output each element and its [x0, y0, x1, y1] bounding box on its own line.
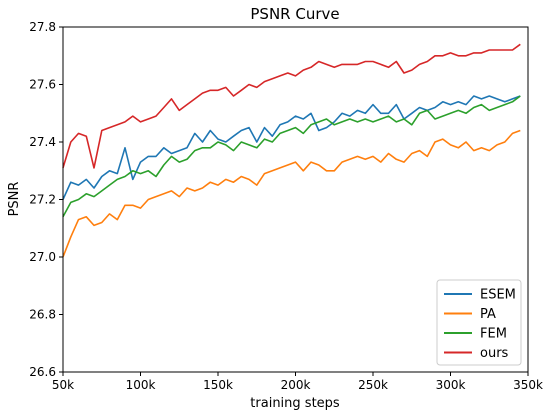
y-axis: 26.6 26.8 27.0 27.2 27.4 27.6 27.8	[29, 20, 63, 379]
legend-box	[436, 279, 522, 366]
legend-label-fem: FEM	[480, 327, 507, 342]
x-tick-label: 100k	[126, 378, 156, 392]
y-tick-label: 27.8	[29, 20, 56, 34]
legend-label-pa: PA	[480, 307, 496, 322]
y-tick-label: 26.6	[29, 365, 56, 379]
y-axis-label: PSNR	[7, 182, 22, 217]
x-axis-label: training steps	[250, 396, 340, 411]
x-tick-label: 200k	[281, 378, 311, 392]
x-tick-label: 250k	[358, 378, 388, 392]
x-tick-label: 150k	[203, 378, 233, 392]
series-line-esem	[62, 95, 521, 200]
y-tick-label: 27.4	[29, 135, 56, 149]
legend-label-esem: ESEM	[480, 288, 516, 303]
x-axis: 50k 100k 150k 200k 250k 300k 350k	[52, 372, 543, 392]
series-layer	[62, 43, 521, 258]
y-tick-label: 26.8	[29, 308, 56, 322]
y-tick-label: 27.2	[29, 193, 56, 207]
x-tick-label: 50k	[52, 378, 74, 392]
x-tick-label: 350k	[513, 378, 543, 392]
legend: ESEM PA FEM ours	[436, 279, 522, 366]
series-line-ours	[62, 43, 521, 169]
y-tick-label: 27.0	[29, 250, 56, 264]
series-line-pa	[62, 129, 521, 258]
chart-title: PSNR Curve	[250, 5, 339, 23]
x-tick-label: 300k	[436, 378, 466, 392]
y-tick-label: 27.6	[29, 78, 56, 92]
series-line-fem	[62, 95, 521, 218]
legend-label-ours: ours	[480, 346, 509, 361]
